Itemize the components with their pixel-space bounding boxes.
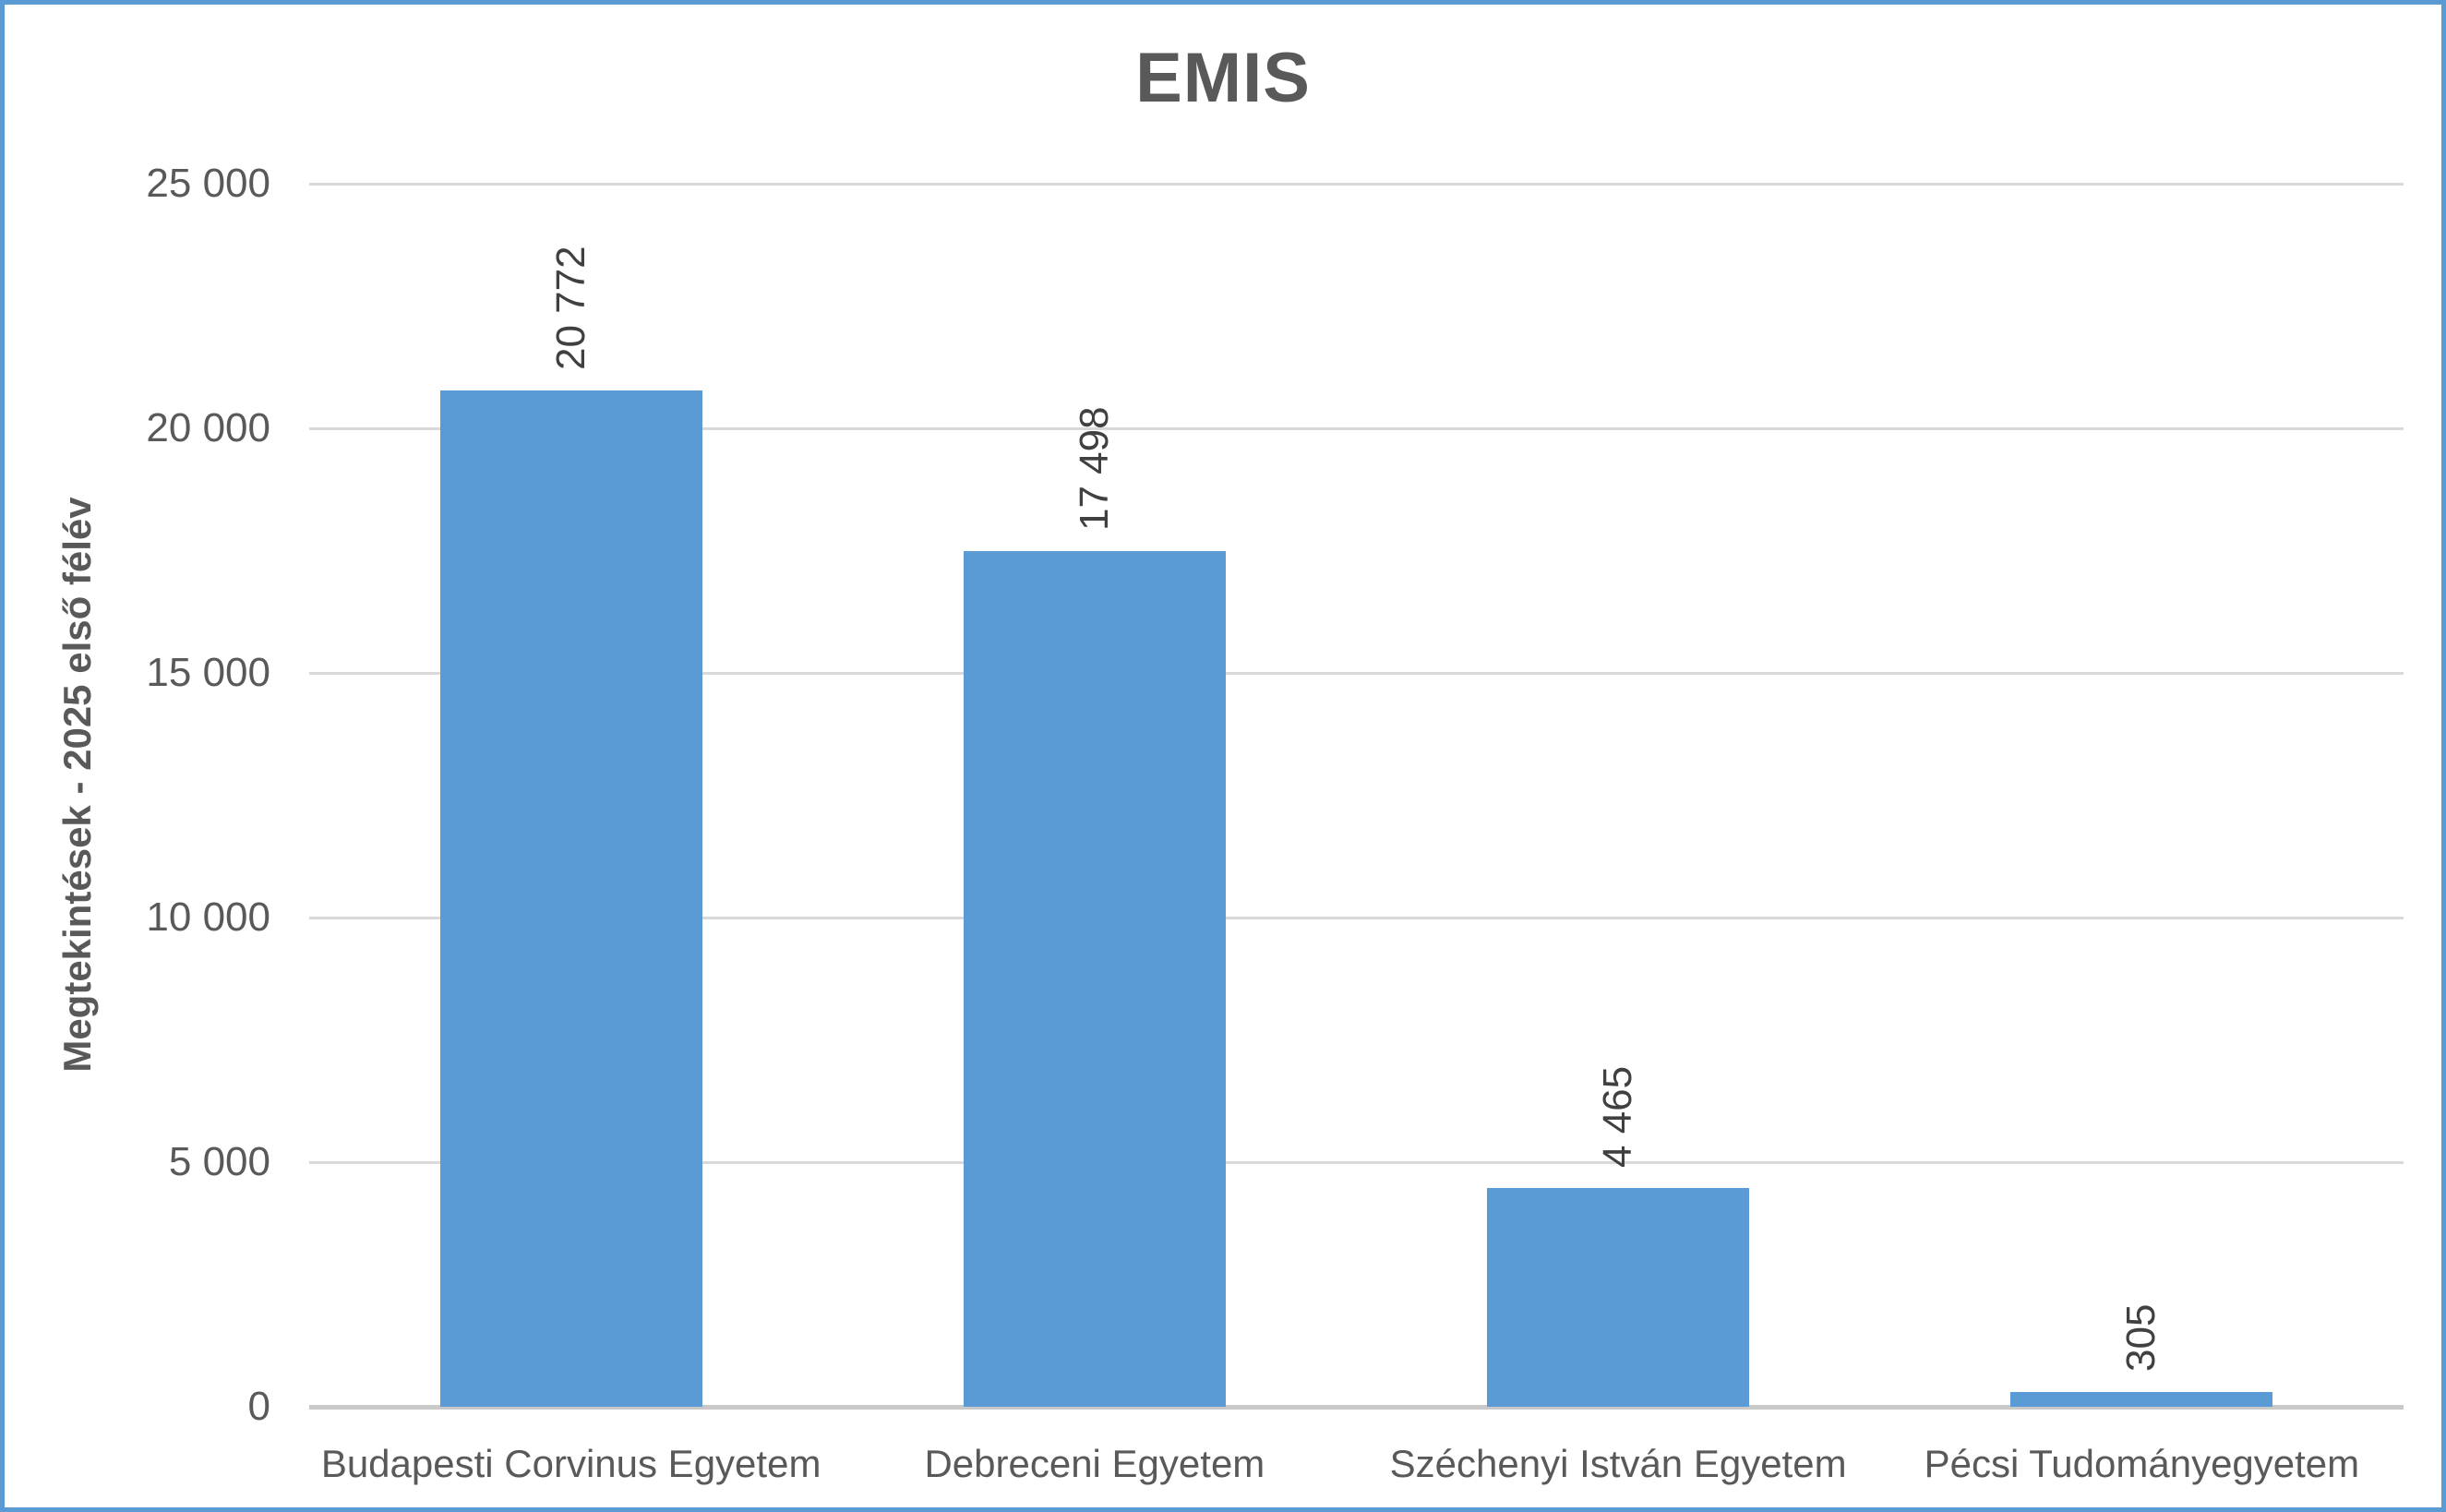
y-tick-label: 15 000 — [146, 650, 270, 695]
bar-value-label: 20 772 — [547, 246, 594, 371]
bar-value-label: 4 465 — [1595, 1066, 1641, 1169]
y-tick-label: 20 000 — [146, 405, 270, 450]
gridline — [309, 1161, 2404, 1164]
bar — [2010, 1391, 2273, 1407]
category-label: Pécsi Tudományegyetem — [1924, 1442, 2360, 1485]
gridline — [309, 917, 2404, 919]
x-axis-line — [309, 1405, 2404, 1410]
bar — [963, 550, 1226, 1407]
bar-value-label: 305 — [2118, 1303, 2164, 1372]
y-tick-label: 25 000 — [146, 161, 270, 206]
y-axis-title: Megtekintések - 2025 első félév — [55, 497, 99, 1073]
gridline — [309, 183, 2404, 186]
plot-area: 20 772 17 498 4 465 305 — [309, 5, 2404, 1507]
category-label: Debreceni Egyetem — [924, 1442, 1265, 1485]
gridline — [309, 672, 2404, 675]
bar-value-label: 17 498 — [1071, 406, 1117, 531]
chart-title: EMIS — [1135, 39, 1311, 117]
y-tick-label: 10 000 — [146, 894, 270, 940]
bar — [1487, 1188, 1750, 1407]
y-tick-label: 0 — [247, 1384, 270, 1429]
category-label: Széchenyi István Egyetem — [1389, 1442, 1847, 1485]
y-tick-label: 5 000 — [168, 1139, 270, 1184]
gridline — [309, 427, 2404, 430]
bar — [439, 390, 702, 1407]
category-label: Budapesti Corvinus Egyetem — [320, 1442, 821, 1485]
